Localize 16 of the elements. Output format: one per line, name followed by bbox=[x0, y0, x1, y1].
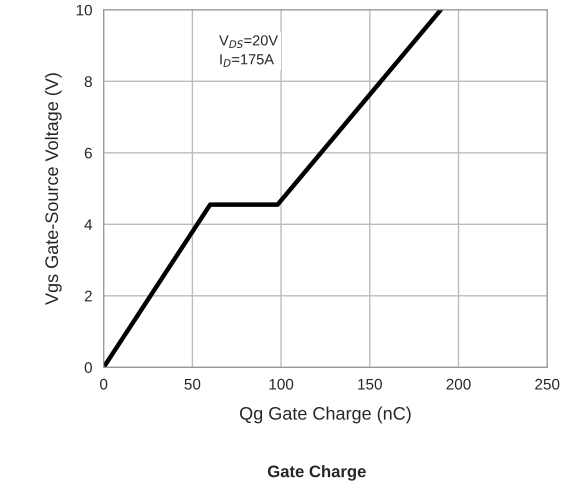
y-tick-label: 8 bbox=[84, 76, 92, 88]
y-axis-title: Vgs Gate-Source Voltage (V) bbox=[44, 73, 62, 305]
text: Gate Charge bbox=[268, 465, 366, 481]
y-tick-label: 6 bbox=[84, 148, 92, 159]
x-axis-title: Qg Gate Charge (nC) bbox=[240, 406, 411, 424]
x-tick-label: 200 bbox=[446, 378, 471, 390]
y-tick-label: 4 bbox=[84, 219, 92, 230]
text: V$_{DS}$=20V I$_{D}$=175A bbox=[219, 35, 278, 67]
x-tick-label: 250 bbox=[535, 378, 560, 390]
x-tick-label: 50 bbox=[184, 378, 200, 390]
x-tick-label: 150 bbox=[358, 378, 382, 390]
x-tick-label: 100 bbox=[270, 378, 294, 390]
y-tick-label: 2 bbox=[84, 290, 92, 302]
x-tick-label: 0 bbox=[100, 378, 108, 390]
y-tick-label: 10 bbox=[76, 4, 92, 16]
y-tick-label: 0 bbox=[84, 362, 92, 373]
